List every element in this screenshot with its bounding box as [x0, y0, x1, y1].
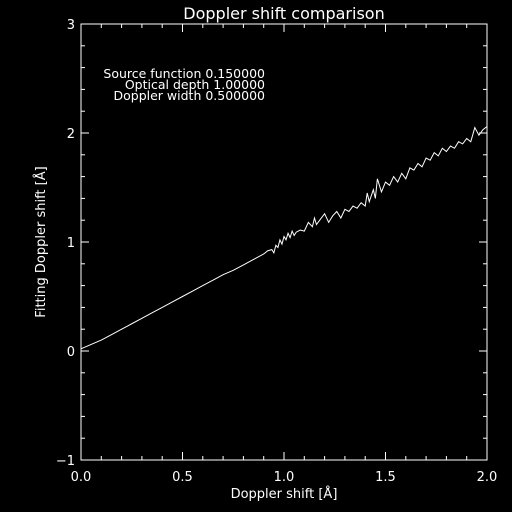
y-tick-label: 2	[67, 127, 75, 142]
y-tick-label: −1	[56, 454, 75, 469]
annotation-line: Source function 0.150000	[103, 66, 265, 81]
y-tick-label: 3	[67, 18, 75, 33]
x-axis-label: Doppler shift [Å]	[231, 486, 338, 502]
chart-title: Doppler shift comparison	[183, 4, 384, 23]
x-tick-label: 0.0	[71, 470, 92, 485]
annotation-line: Optical depth 1.00000	[125, 77, 265, 92]
x-tick-label: 1.0	[274, 470, 295, 485]
x-tick-label: 0.5	[172, 470, 193, 485]
annotation-line: Doppler width 0.500000	[114, 88, 266, 103]
y-axis-ticks: −1 0 1 2 3	[56, 18, 487, 469]
y-tick-label: 0	[67, 345, 75, 360]
y-axis-label: Fitting Doppler shift [Å]	[33, 166, 49, 317]
y-tick-label: 1	[67, 236, 75, 251]
x-tick-label: 2.0	[477, 470, 498, 485]
x-axis-ticks: 0.0 0.5 1.0 1.5 2.0	[71, 24, 498, 485]
x-tick-label: 1.5	[375, 470, 396, 485]
series-line	[80, 126, 488, 350]
